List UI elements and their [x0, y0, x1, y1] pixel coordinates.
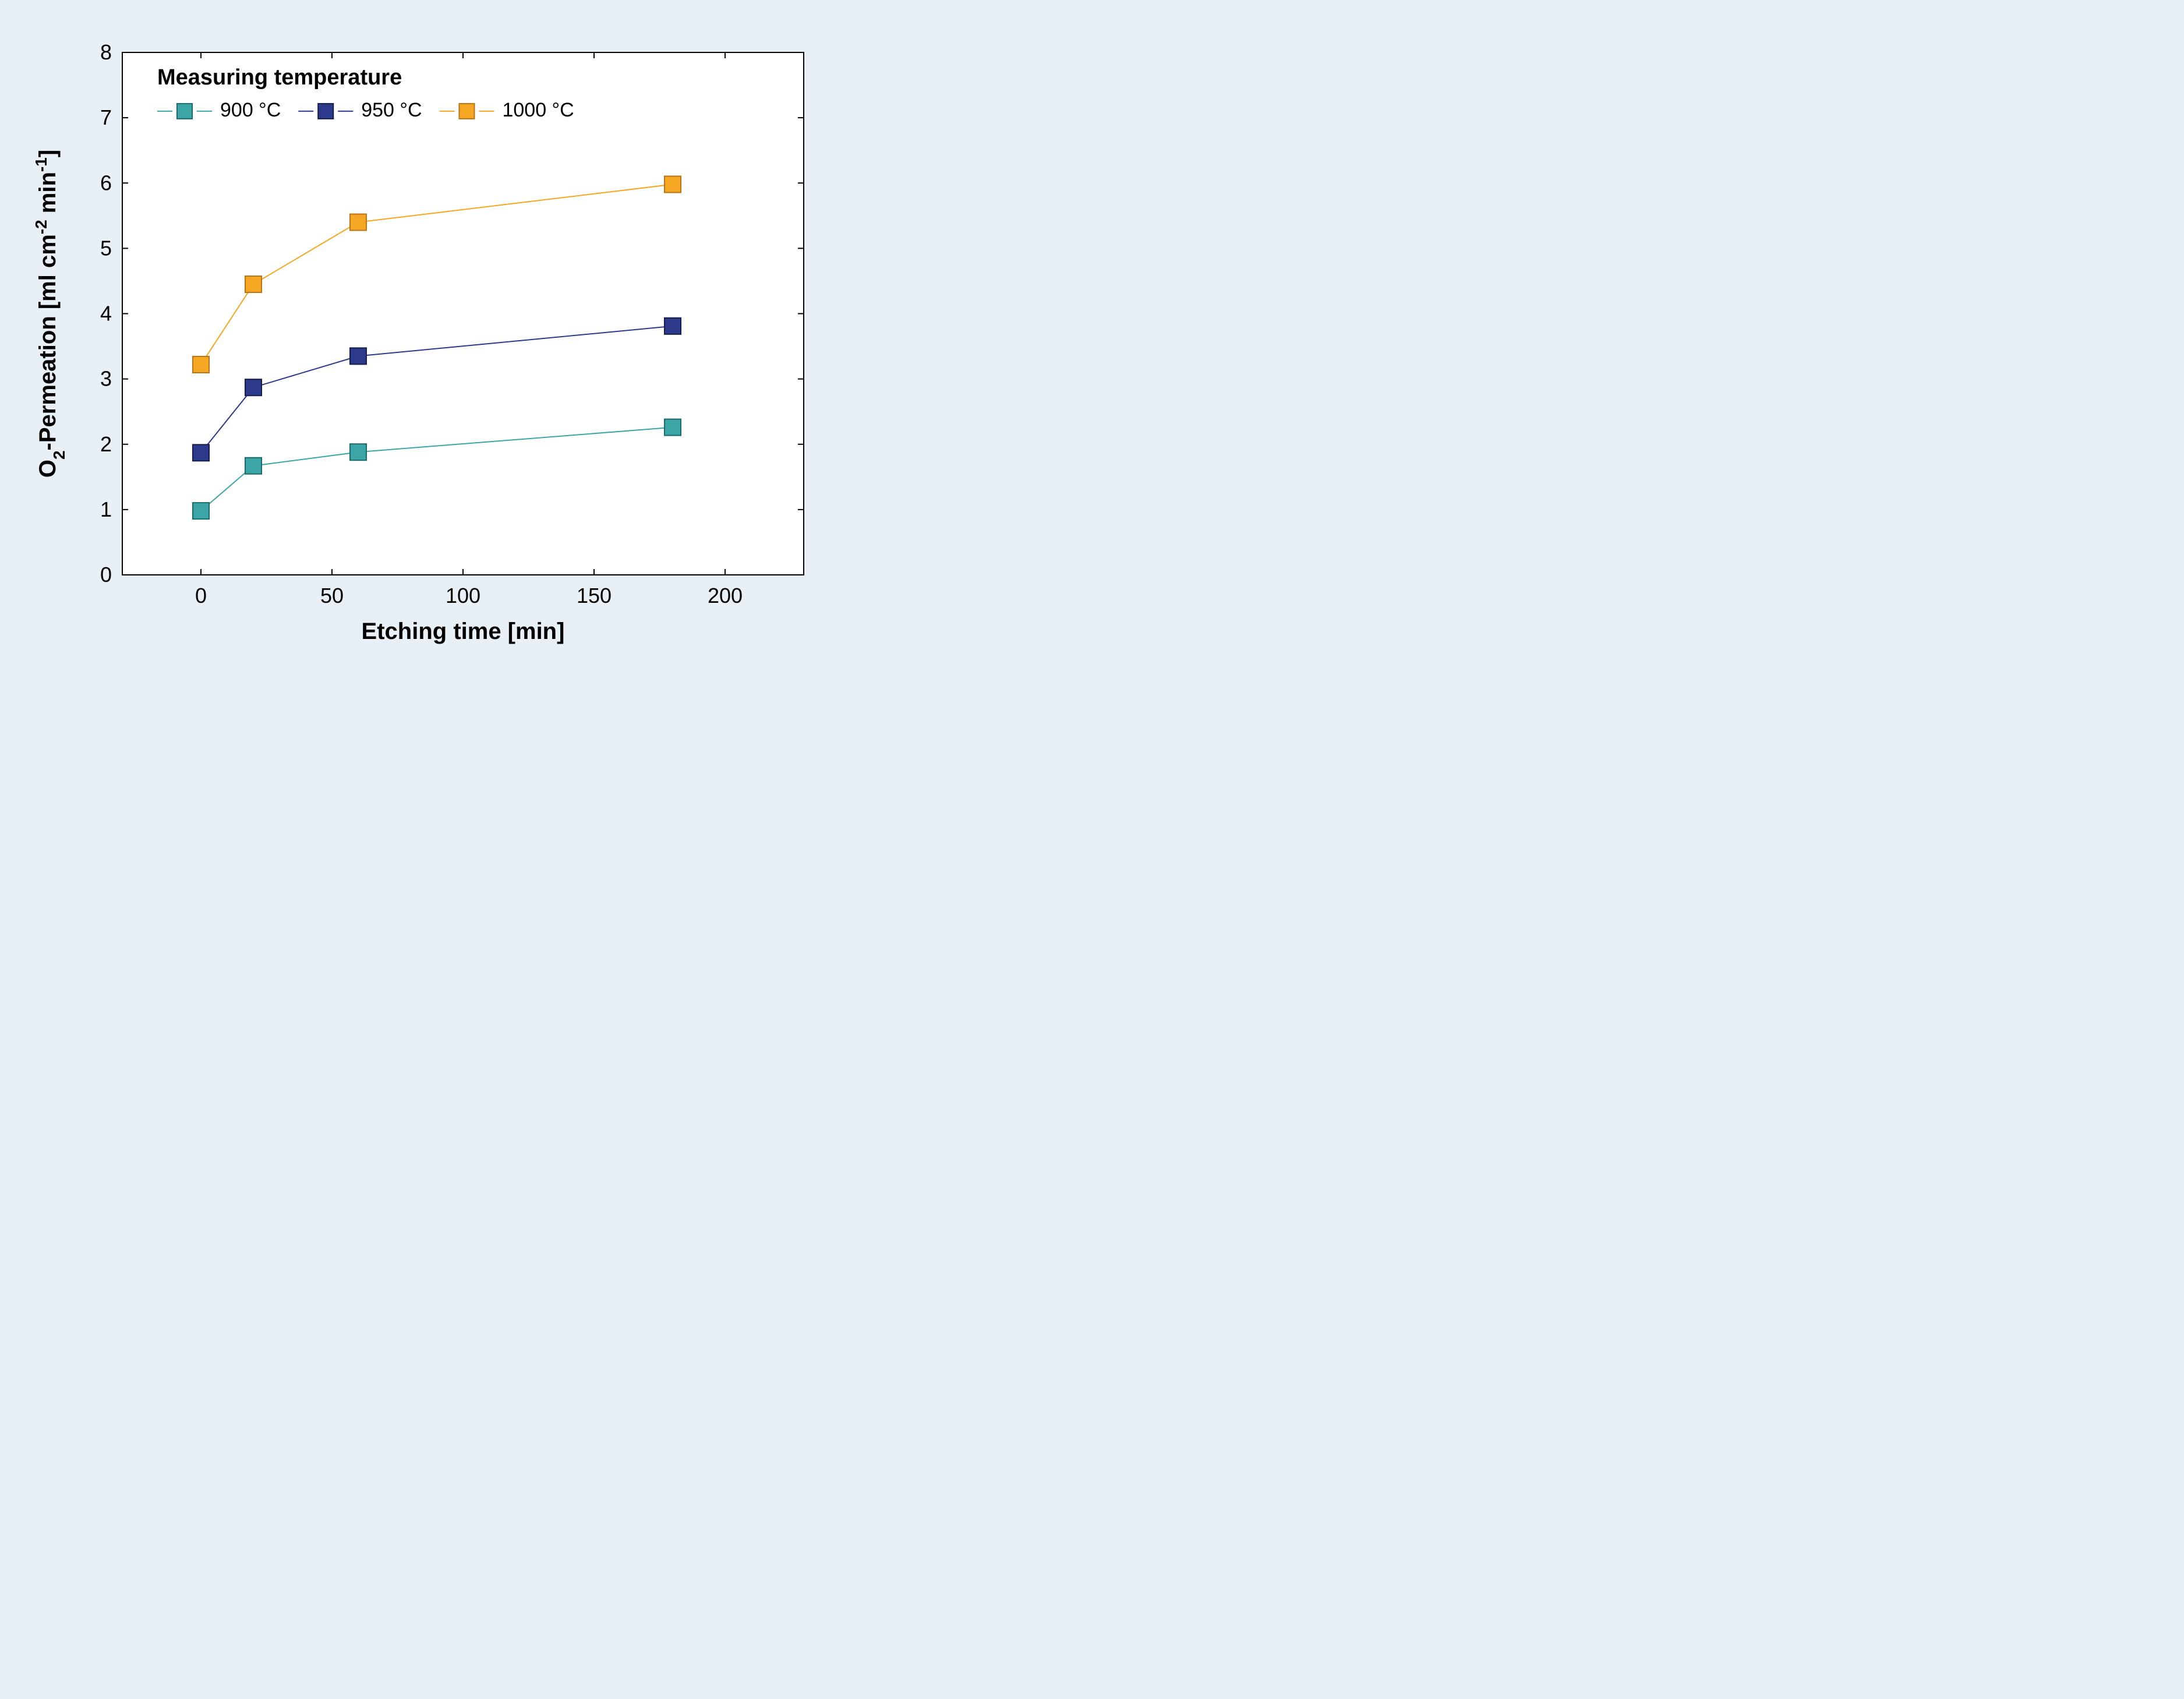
- series-marker: [193, 503, 209, 519]
- y-tick-label: 4: [100, 302, 112, 326]
- y-tick-label: 7: [100, 105, 112, 129]
- y-tick-label: 8: [100, 40, 112, 64]
- series-marker: [193, 444, 209, 461]
- legend-item-label: 1000 °C: [502, 99, 574, 121]
- legend-marker: [177, 104, 192, 119]
- series-marker: [245, 276, 261, 292]
- legend-marker: [459, 104, 474, 119]
- chart-area: 0 50 100 150 200 0 1 2 3 4 5 6 7 8 Etching time [min] O…: [23, 35, 827, 656]
- y-axis-label: O2-Permeation [ml cm-2 min-1]: [32, 150, 68, 478]
- x-tick-label: 0: [195, 584, 207, 607]
- y-tick-label: 5: [100, 236, 112, 260]
- plot-area: [122, 52, 804, 575]
- series-marker: [350, 214, 366, 231]
- series-marker: [245, 379, 261, 395]
- series-marker: [350, 348, 366, 364]
- y-tick-label: 3: [100, 367, 112, 391]
- y-tick-label: 0: [100, 563, 112, 587]
- chart-svg: 0 50 100 150 200 0 1 2 3 4 5 6 7 8 Etching time [min] O…: [23, 35, 827, 656]
- legend-item-label: 900 °C: [220, 99, 281, 121]
- series-marker: [350, 444, 366, 460]
- x-axis-label: Etching time [min]: [362, 619, 565, 644]
- series-marker: [665, 419, 681, 436]
- x-tick-label: 150: [577, 584, 612, 607]
- x-tick-label: 200: [708, 584, 743, 607]
- x-tick-label: 50: [320, 584, 344, 607]
- series-marker: [665, 318, 681, 334]
- series-marker: [665, 176, 681, 192]
- legend-item-label: 950 °C: [361, 99, 422, 121]
- series-marker: [245, 458, 261, 474]
- legend-title: Measuring temperature: [157, 65, 402, 90]
- y-tick-label: 2: [100, 432, 112, 456]
- y-tick-label: 6: [100, 171, 112, 195]
- series-marker: [193, 356, 209, 373]
- figure-container: 0 50 100 150 200 0 1 2 3 4 5 6 7 8 Etching time [min] O…: [0, 0, 874, 680]
- y-tick-label: 1: [100, 497, 112, 521]
- legend-marker: [318, 104, 333, 119]
- x-tick-label: 100: [446, 584, 480, 607]
